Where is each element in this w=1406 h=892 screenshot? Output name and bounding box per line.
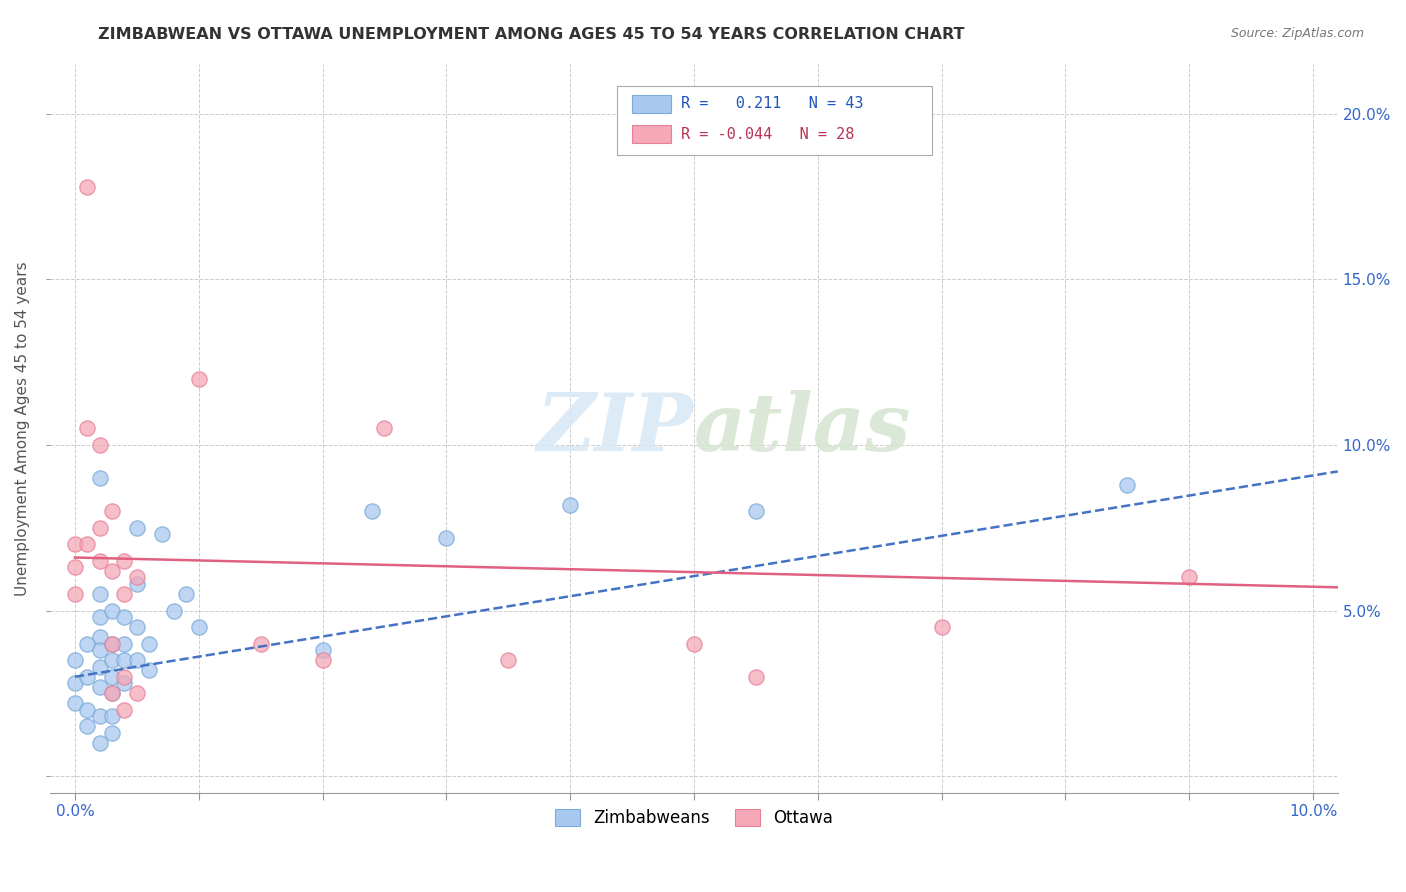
Point bbox=[63, 653, 86, 667]
Bar bbox=[633, 125, 671, 144]
Point bbox=[187, 620, 209, 634]
Point bbox=[112, 587, 135, 601]
Point bbox=[176, 587, 198, 601]
Text: atlas: atlas bbox=[695, 390, 911, 467]
Point bbox=[89, 680, 111, 694]
Point bbox=[76, 537, 98, 551]
Point bbox=[101, 564, 124, 578]
Y-axis label: Unemployment Among Ages 45 to 54 years: Unemployment Among Ages 45 to 54 years bbox=[15, 261, 30, 596]
Point bbox=[745, 504, 768, 518]
Point bbox=[1116, 477, 1139, 491]
Point bbox=[101, 670, 124, 684]
Point bbox=[125, 686, 148, 700]
Point bbox=[101, 709, 124, 723]
Point bbox=[125, 653, 148, 667]
Point bbox=[150, 527, 173, 541]
Point bbox=[89, 471, 111, 485]
Point bbox=[249, 637, 271, 651]
Point bbox=[311, 643, 333, 657]
Point bbox=[138, 637, 160, 651]
Point bbox=[89, 554, 111, 568]
Point bbox=[76, 703, 98, 717]
Point bbox=[187, 372, 209, 386]
Point bbox=[89, 660, 111, 674]
Point bbox=[163, 603, 186, 617]
Point bbox=[496, 653, 519, 667]
Point bbox=[76, 637, 98, 651]
Point bbox=[112, 554, 135, 568]
Point bbox=[63, 696, 86, 710]
Point bbox=[138, 663, 160, 677]
Text: R = -0.044   N = 28: R = -0.044 N = 28 bbox=[681, 127, 855, 142]
Point bbox=[560, 498, 582, 512]
Point bbox=[101, 686, 124, 700]
Point bbox=[89, 709, 111, 723]
Point bbox=[76, 719, 98, 733]
Point bbox=[89, 521, 111, 535]
Point bbox=[373, 421, 395, 435]
Point bbox=[89, 587, 111, 601]
Point bbox=[63, 537, 86, 551]
FancyBboxPatch shape bbox=[617, 86, 932, 155]
Point bbox=[112, 610, 135, 624]
Point bbox=[311, 653, 333, 667]
Point bbox=[89, 736, 111, 750]
Point bbox=[101, 603, 124, 617]
Point bbox=[125, 620, 148, 634]
Text: R =   0.211   N = 43: R = 0.211 N = 43 bbox=[681, 96, 863, 111]
Point bbox=[63, 560, 86, 574]
Point bbox=[101, 686, 124, 700]
Point bbox=[931, 620, 953, 634]
Point bbox=[112, 637, 135, 651]
Point bbox=[125, 521, 148, 535]
Legend: Zimbabweans, Ottawa: Zimbabweans, Ottawa bbox=[547, 800, 841, 835]
Point bbox=[89, 643, 111, 657]
Point bbox=[683, 637, 706, 651]
Point bbox=[112, 653, 135, 667]
Point bbox=[101, 637, 124, 651]
Text: ZIP: ZIP bbox=[537, 390, 695, 467]
Point bbox=[745, 670, 768, 684]
Point bbox=[112, 676, 135, 690]
Point bbox=[76, 670, 98, 684]
Point bbox=[63, 676, 86, 690]
Text: Source: ZipAtlas.com: Source: ZipAtlas.com bbox=[1230, 27, 1364, 40]
Point bbox=[63, 587, 86, 601]
Point bbox=[361, 504, 384, 518]
Bar bbox=[633, 95, 671, 113]
Point bbox=[1178, 570, 1201, 584]
Point bbox=[101, 637, 124, 651]
Point bbox=[434, 531, 457, 545]
Point bbox=[89, 610, 111, 624]
Point bbox=[101, 653, 124, 667]
Point bbox=[125, 577, 148, 591]
Point bbox=[89, 630, 111, 644]
Point bbox=[89, 438, 111, 452]
Point bbox=[112, 703, 135, 717]
Point bbox=[112, 670, 135, 684]
Point bbox=[101, 504, 124, 518]
Point bbox=[101, 726, 124, 740]
Point bbox=[125, 570, 148, 584]
Point bbox=[76, 179, 98, 194]
Point bbox=[76, 421, 98, 435]
Text: ZIMBABWEAN VS OTTAWA UNEMPLOYMENT AMONG AGES 45 TO 54 YEARS CORRELATION CHART: ZIMBABWEAN VS OTTAWA UNEMPLOYMENT AMONG … bbox=[98, 27, 965, 42]
